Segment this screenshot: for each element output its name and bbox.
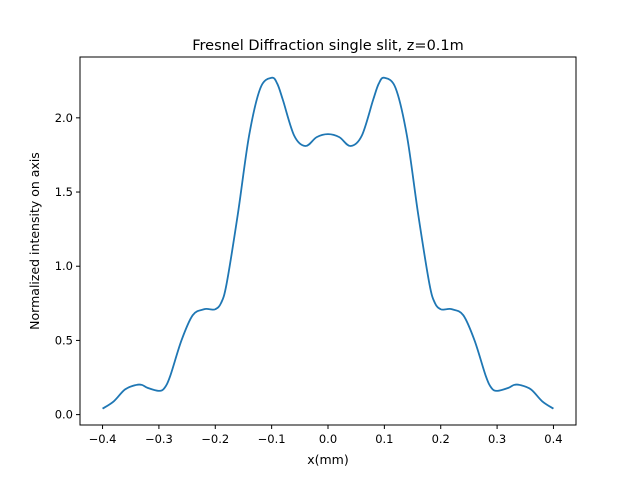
chart-title: Fresnel Diffraction single slit, z=0.1m [192, 38, 464, 54]
x-axis-ticks: −0.4 −0.3 −0.2 −0.1 0.0 0.1 0.2 0.3 0.4 [89, 425, 563, 446]
axes-frame [79, 56, 577, 426]
y-tick-label: 0.5 [55, 333, 73, 347]
x-tick-label: −0.3 [145, 432, 173, 446]
y-tick-label: 0.0 [55, 408, 73, 422]
x-tick-label: −0.2 [201, 432, 229, 446]
x-tick-label: 0.0 [319, 432, 337, 446]
x-tick-label: −0.4 [89, 432, 117, 446]
x-tick-label: 0.1 [375, 432, 393, 446]
y-axis-ticks: 0.0 0.5 1.0 1.5 2.0 [55, 111, 80, 422]
x-tick-label: −0.1 [258, 432, 286, 446]
plot-area [102, 76, 554, 410]
x-tick-label: 0.2 [432, 432, 450, 446]
x-tick-label: 0.4 [544, 432, 562, 446]
y-tick-label: 1.0 [55, 259, 73, 273]
x-axis-label: x(mm) [307, 452, 349, 467]
x-tick-label: 0.3 [488, 432, 506, 446]
y-tick-label: 2.0 [55, 111, 73, 125]
y-tick-label: 1.5 [55, 185, 73, 199]
y-axis-label: Normalized intensity on axis [27, 152, 42, 330]
series-line-0 [102, 76, 554, 410]
